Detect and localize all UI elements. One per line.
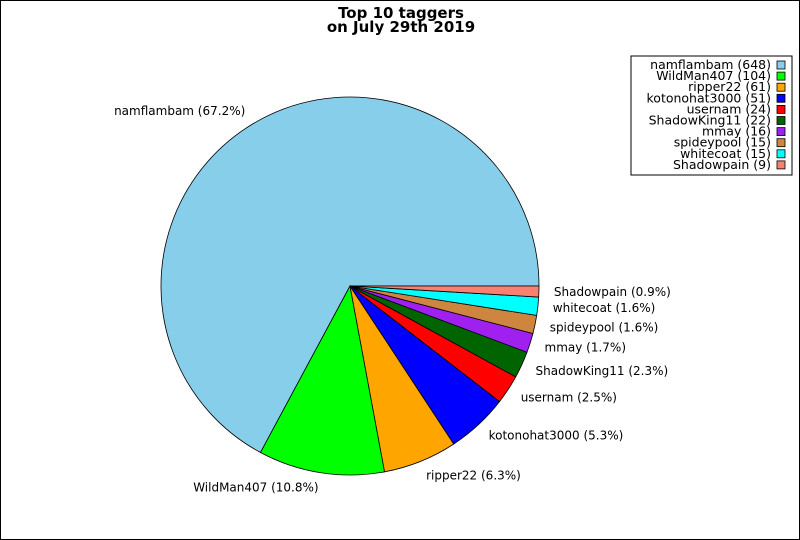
chart-title-line-1: Top 10 taggers [338,4,464,22]
legend-label-whitecoat: whitecoat (15) [680,146,771,161]
slice-label-mmay: mmay (1.7%) [545,341,627,355]
legend-swatch-wildman407 [776,71,786,81]
legend-swatch-shadowpain [776,160,786,170]
chart-title: Top 10 taggers on July 29th 2019 [327,4,475,36]
slice-label-shadowpain: Shadowpain (0.9%) [554,285,671,299]
legend-label-shadowpain: Shadowpain (9) [673,157,771,172]
legend-label-mmay: mmay (16) [702,124,771,139]
legend-swatch-kotonohat3000 [776,93,786,103]
pie-slice-shadowpain [349,285,540,298]
legend-swatch-ripper22 [776,82,786,92]
legend-swatch-usernam [776,105,786,114]
chart-title-line-2: on July 29th 2019 [327,18,475,36]
pie-slices [160,96,540,476]
legend-swatch-namflambam [776,60,786,70]
slice-label-namflambam: namflambam (67.2%) [114,104,245,118]
legend: namflambam (648)WildMan407 (104)ripper22… [630,55,793,176]
slice-label-usernam: usernam (2.5%) [521,391,617,405]
slice-label-kotonohat3000: kotonohat3000 (5.3%) [489,429,624,443]
legend-label-spideypool: spideypool (15) [674,135,771,150]
slice-label-shadowking11: ShadowKing11 (2.3%) [536,364,669,378]
legend-label-usernam: usernam (24) [687,101,771,116]
legend-swatch-spideypool [776,138,786,148]
legend-label-ripper22: ripper22 (61) [688,79,771,94]
legend-label-namflambam: namflambam (648) [650,57,771,72]
slice-label-whitecoat: whitecoat (1.6%) [553,301,656,315]
pie-slice-namflambam [160,96,540,454]
legend-label-shadowking11: ShadowKing11 (22) [649,113,771,128]
legend-label-kotonohat3000: kotonohat3000 (51) [647,90,772,105]
legend-swatch-shadowking11 [776,116,786,125]
slice-label-ripper22: ripper22 (6.3%) [426,468,521,482]
legend-swatch-mmay [776,127,786,136]
legend-swatch-whitecoat [776,149,786,159]
legend-box [630,55,793,176]
legend-label-wildman407: WildMan407 (104) [656,68,771,83]
slice-label-spideypool: spideypool (1.6%) [550,321,659,335]
slice-labels: namflambam (67.2%) WildMan407 (10.8%) ripp… [114,104,671,495]
pie-slice-wildman407 [259,284,386,476]
slice-label-wildman407: WildMan407 (10.8%) [193,481,318,495]
